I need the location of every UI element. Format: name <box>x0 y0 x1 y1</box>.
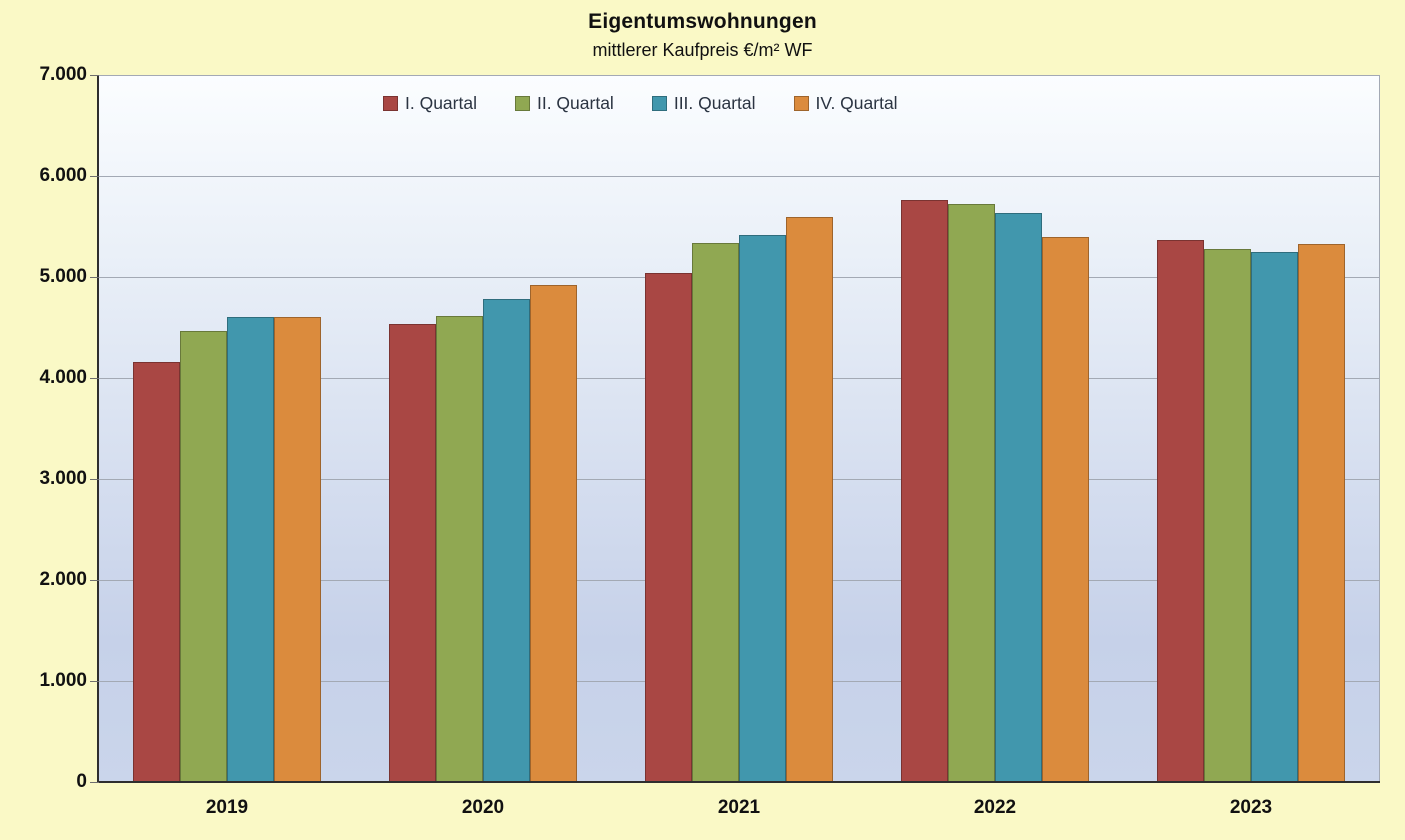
y-axis-line <box>97 75 99 783</box>
legend-label: I. Quartal <box>405 93 477 113</box>
x-axis-label: 2023 <box>1229 797 1273 818</box>
legend-item: IV. Quartal <box>793 93 898 114</box>
x-axis-label: 2019 <box>205 797 249 818</box>
bar-2021-q2 <box>692 243 739 782</box>
bar-2022-q2 <box>948 204 995 782</box>
bar-2021-q1 <box>645 273 692 782</box>
bar-2021-q4 <box>786 217 833 782</box>
y-axis-label: 7.000 <box>39 64 87 85</box>
y-axis-tick <box>90 681 99 682</box>
legend-item: II. Quartal <box>514 93 614 114</box>
y-axis-tick <box>90 782 99 783</box>
legend-item: III. Quartal <box>651 93 756 114</box>
legend-item: I. Quartal <box>383 93 477 114</box>
legend: I. Quartal II. Quartal III. Quartal IV. Qua… <box>383 93 898 114</box>
bar-2023-q3 <box>1251 252 1298 782</box>
y-axis-tick <box>90 479 99 480</box>
chart-subtitle: mittlerer Kaufpreis €/m² WF <box>592 40 813 60</box>
bar-2019-q2 <box>180 331 227 782</box>
x-axis-line <box>97 781 1380 783</box>
bar-2020-q1 <box>389 324 436 782</box>
bar-2019-q4 <box>274 317 321 782</box>
y-axis-label: 5.000 <box>39 266 87 287</box>
y-axis-tick <box>90 176 99 177</box>
legend-label: III. Quartal <box>673 93 756 113</box>
bar-2020-q3 <box>483 299 530 782</box>
bar-2020-q2 <box>436 316 483 782</box>
y-axis-tick <box>90 378 99 379</box>
plot-area <box>99 75 1380 782</box>
x-axis-label: 2021 <box>717 797 761 818</box>
bar-2022-q4 <box>1042 237 1089 782</box>
y-axis-tick <box>90 277 99 278</box>
x-axis-label: 2020 <box>461 797 505 818</box>
bar-2021-q3 <box>739 235 786 782</box>
bar-2023-q4 <box>1298 244 1345 782</box>
y-axis-label: 4.000 <box>39 367 87 388</box>
y-axis-tick <box>90 580 99 581</box>
bar-2019-q1 <box>133 362 180 782</box>
chart-title: Eigentumswohnungen <box>588 10 817 33</box>
legend-label: IV. Quartal <box>815 93 898 113</box>
y-axis-label: 1.000 <box>39 670 87 691</box>
bar-2019-q3 <box>227 317 274 782</box>
y-axis-label: 6.000 <box>39 165 87 186</box>
x-axis-label: 2022 <box>973 797 1017 818</box>
bar-2022-q3 <box>995 213 1042 782</box>
bar-2020-q4 <box>530 285 577 782</box>
legend-swatch <box>514 96 530 111</box>
y-axis-label: 3.000 <box>39 468 87 489</box>
legend-swatch <box>793 96 809 111</box>
y-axis-label: 0 <box>76 771 87 792</box>
gridline <box>99 75 1379 76</box>
bar-2023-q2 <box>1204 249 1251 782</box>
bar-2022-q1 <box>901 200 948 782</box>
legend-label: II. Quartal <box>536 93 614 113</box>
legend-swatch <box>651 96 667 111</box>
y-axis-label: 2.000 <box>39 569 87 590</box>
bar-2023-q1 <box>1157 240 1204 782</box>
gridline <box>99 176 1379 177</box>
legend-swatch <box>383 96 398 111</box>
y-axis-tick <box>90 75 99 76</box>
